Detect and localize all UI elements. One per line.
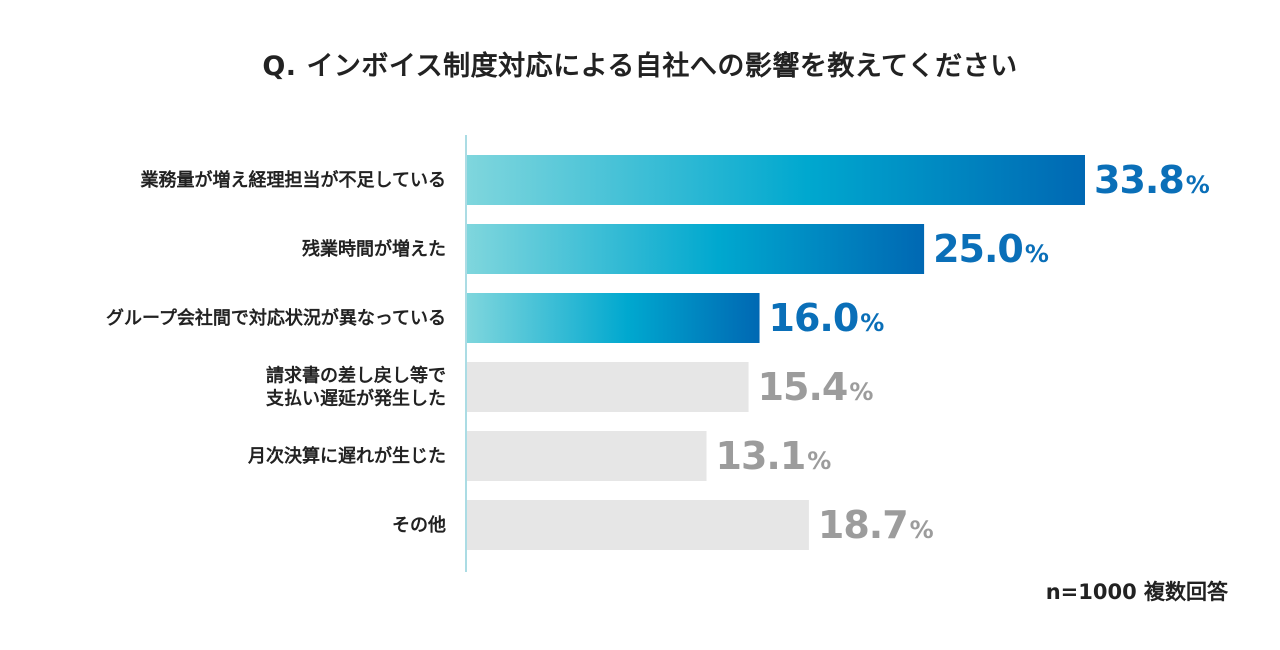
category-label: グループ会社間で対応状況が異なっている	[106, 307, 446, 329]
category-label: 支払い遅延が発生した	[265, 388, 446, 410]
category-label: 業務量が増え経理担当が不足している	[140, 169, 446, 191]
bar	[467, 155, 1085, 205]
value-label: 18.7%	[818, 503, 934, 547]
bar	[467, 431, 707, 481]
value-label: 15.4%	[758, 365, 874, 409]
value-label: 33.8%	[1094, 158, 1210, 202]
category-label: 月次決算に遅れが生じた	[247, 445, 446, 467]
chart-title: Q. インボイス制度対応による自社への影響を教えてください	[262, 51, 1018, 82]
value-label: 16.0%	[769, 296, 885, 340]
category-label: その他	[392, 514, 446, 536]
value-label: 13.1%	[716, 434, 832, 478]
category-label: 残業時間が増えた	[302, 238, 446, 260]
sample-note: n=1000 複数回答	[1045, 580, 1228, 604]
bar	[467, 362, 749, 412]
category-label: 請求書の差し戻し等で	[266, 365, 446, 387]
value-label: 25.0%	[933, 227, 1049, 271]
bar	[467, 293, 760, 343]
bar	[467, 224, 925, 274]
bar	[467, 500, 809, 550]
